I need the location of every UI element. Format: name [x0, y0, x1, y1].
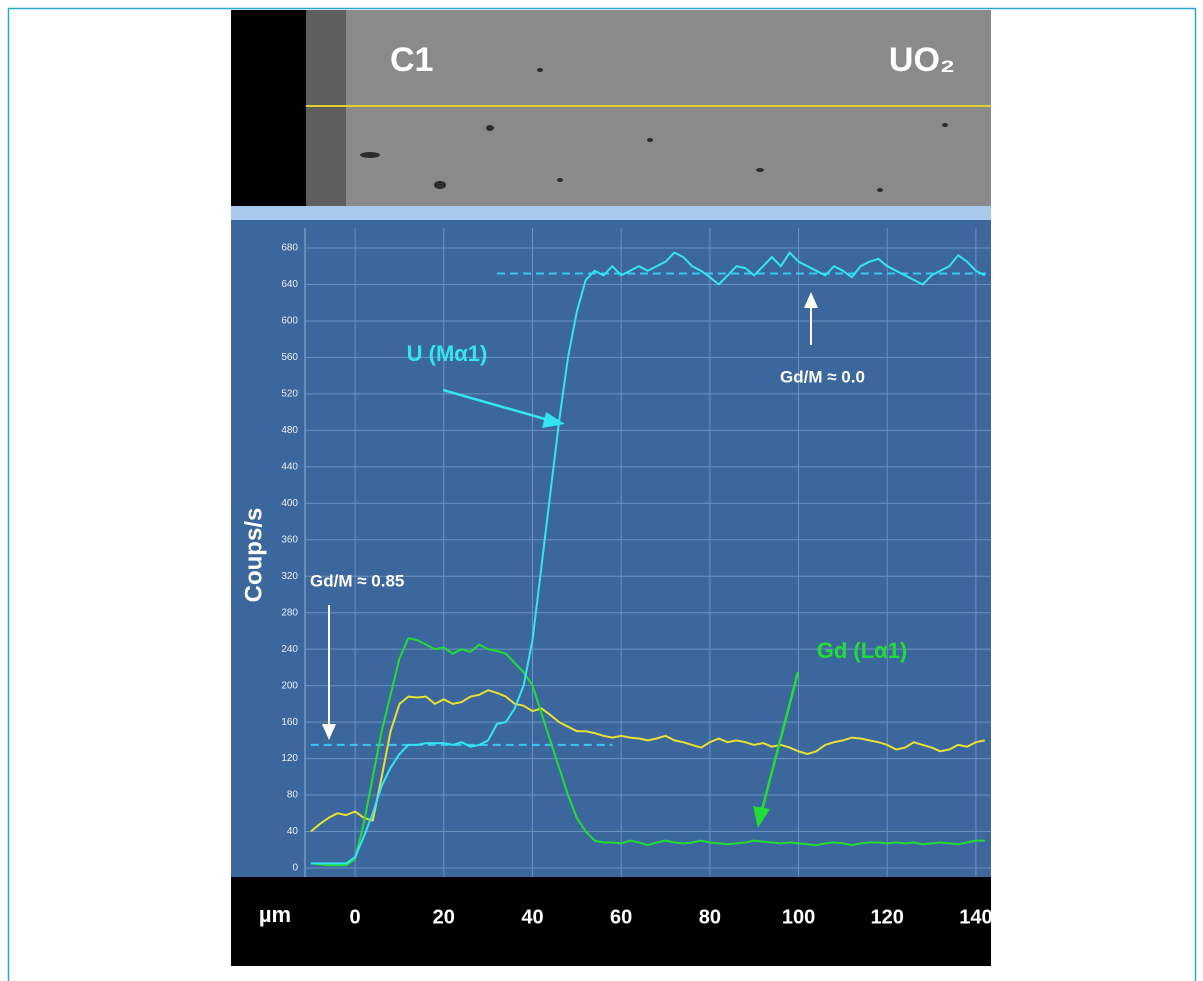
micrograph-edge — [231, 10, 306, 206]
x-tick-label: 140 — [959, 906, 992, 928]
y-axis-label: Coups/s — [240, 508, 267, 603]
phase-label: UO₂ — [889, 41, 955, 79]
y-tick-label: 480 — [281, 425, 298, 436]
y-tick-label: 80 — [287, 790, 299, 801]
annotation: Gd/M ≈ 0.0 — [780, 367, 865, 386]
series-arrows — [442, 388, 800, 828]
series-line — [310, 637, 985, 867]
plot: 0408012016020024028032036040044048052056… — [281, 228, 993, 928]
y-tick-label: 200 — [281, 680, 298, 691]
y-tick-label: 40 — [287, 826, 299, 837]
x-tick-label: 40 — [521, 906, 543, 928]
series-label: U (Mα1) — [407, 341, 488, 366]
y-tick-label: 600 — [281, 316, 298, 327]
y-tick-label: 640 — [281, 279, 298, 290]
x-tick-label: 0 — [350, 906, 361, 928]
series-line — [310, 251, 986, 865]
x-tick-label: 80 — [699, 906, 721, 928]
micrograph: C1 UO₂ — [231, 10, 991, 206]
y-tick-label: 400 — [281, 498, 298, 509]
y-tick-label: 680 — [281, 243, 298, 254]
x-tick-label: 100 — [782, 906, 815, 928]
y-tick-label: 0 — [292, 863, 298, 874]
y-tick-label: 440 — [281, 461, 298, 472]
y-tick-label: 320 — [281, 571, 298, 582]
x-tick-label: 60 — [610, 906, 632, 928]
plot-area — [231, 220, 991, 877]
pores — [360, 68, 948, 192]
x-tick-label: 20 — [433, 906, 455, 928]
frame — [7, 7, 1197, 981]
y-tick-label: 520 — [281, 389, 298, 400]
y-tick-label: 240 — [281, 644, 298, 655]
x-axis-label: µm — [259, 902, 291, 927]
y-tick-label: 160 — [281, 717, 298, 728]
x-axis-band — [231, 877, 991, 966]
micrograph-bg — [231, 10, 991, 206]
y-tick-label: 120 — [281, 753, 298, 764]
separator — [231, 206, 991, 220]
y-tick-label: 280 — [281, 607, 298, 618]
annotation-arrows — [322, 292, 818, 740]
phase-label: C1 — [390, 41, 433, 79]
y-tick-label: 560 — [281, 352, 298, 363]
series-line — [310, 689, 985, 833]
series-label: Gd (Lα1) — [817, 638, 908, 663]
annotation: Gd/M ≈ 0.85 — [310, 571, 404, 590]
y-tick-label: 360 — [281, 534, 298, 545]
cladding-band — [306, 10, 346, 206]
x-tick-label: 120 — [871, 906, 904, 928]
